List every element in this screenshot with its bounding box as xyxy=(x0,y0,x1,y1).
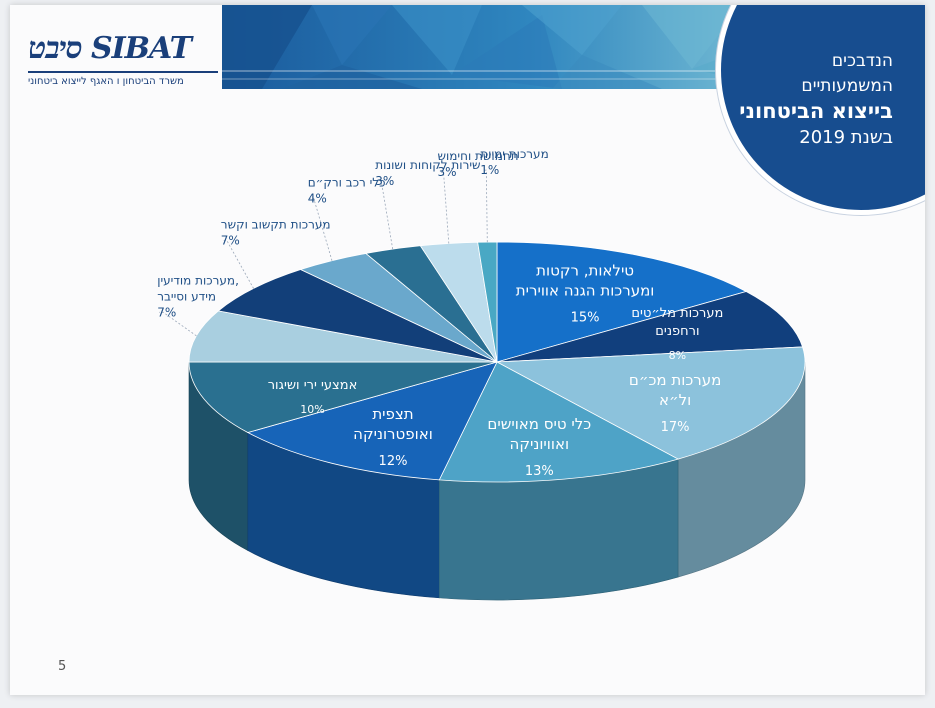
pie-slice-label-12: מערכות ימיות 1% xyxy=(480,147,548,177)
pie-slice-label-line: מערכות מכ״ם xyxy=(629,371,721,389)
pie-slice-label-line: מידע וסייבר xyxy=(157,289,216,303)
pie-slice-value-5: 12% xyxy=(379,454,408,469)
pie-slice-label-line: מערכות מל״טים xyxy=(631,306,723,321)
pie-slice-label-11: תחמושת וחימוש 3% xyxy=(438,149,519,179)
leader-line-10 xyxy=(377,180,394,250)
pie-slice-label-10: שירות לקוחות ושונות 3% xyxy=(375,158,480,188)
sibat-logo: סיבט SIBAT xyxy=(28,31,192,66)
pie-slice-label-line: אמצעי ירי ושיגור xyxy=(268,378,358,393)
pie-slice-label-line: מערכות ימיות xyxy=(480,147,548,161)
header-title-line-4: בשנת 2019 xyxy=(799,127,893,148)
pie-slice-7 xyxy=(188,310,498,363)
pie-slice-label-3: מערכות מכ״ם ול״א 17% xyxy=(629,371,721,435)
pie-slice-label-line: ואופטרוניקה xyxy=(353,425,433,443)
pie-slice-label-9: כלי רכב ורק״ם 4% xyxy=(308,175,386,205)
leader-line-7 xyxy=(159,311,197,337)
pie-slice-label-line: ואוויוניקה xyxy=(510,435,570,453)
pie-slice-value-1: 15% xyxy=(571,311,600,326)
logo-subtitle: משרד הביטחון ו האגף לייצוא ביטחוני xyxy=(28,76,184,87)
pie-slice-value-8: 7% xyxy=(221,234,240,248)
pie-slice-value-4: 13% xyxy=(525,464,554,479)
pie-slice-5 xyxy=(246,361,498,481)
pie-slice-label-1: טילאות, רקטות ומערכות הגנה אווירית 15% xyxy=(516,262,655,326)
leader-line-8 xyxy=(222,240,254,289)
pie-slice-1 xyxy=(496,241,748,363)
pie-slice-label-4: כלי טיס מאוישים ואוויוניקה 13% xyxy=(487,415,591,479)
pie-slice-label-line: מערכות תקשוב וקשר xyxy=(221,218,331,232)
pie-slice-label-line: מערכות מודיעין, xyxy=(157,273,239,287)
pie-slice-4 xyxy=(438,361,680,483)
pie-slice-label-line: ול״א xyxy=(659,391,691,409)
header-title-line-1: הנדבכים xyxy=(831,51,893,71)
header-banner xyxy=(222,5,782,89)
leader-line-9 xyxy=(309,197,333,261)
pie-slice-label-line: ומערכות הגנה אווירית xyxy=(516,282,655,300)
pie-slice-value-12: 1% xyxy=(480,163,499,177)
pie-slice-label-line: תחמושת וחימוש xyxy=(438,149,519,163)
header-title-line-2: המשמעותיים xyxy=(801,76,893,96)
pie-slice-label-line: טילאות, רקטות xyxy=(536,262,634,280)
pie-slice-value-6: 10% xyxy=(300,403,324,416)
pie-slice-label-7: מערכות מודיעין, מידע וסייבר 7% xyxy=(157,273,239,319)
pie-slice-6 xyxy=(188,361,498,433)
pie-slice-label-line: כלי רכב ורק״ם xyxy=(308,175,386,189)
pie-slice-value-10: 3% xyxy=(375,174,394,188)
pie-slice-label-line: תצפית xyxy=(372,405,413,423)
pie-slice-value-2: 8% xyxy=(669,349,686,362)
pie-slice-value-11: 3% xyxy=(438,165,457,179)
pie-slice-label-line: ורחפנים xyxy=(655,324,699,339)
pie-slice-3 xyxy=(495,346,806,460)
pie-slice-value-7: 7% xyxy=(157,305,176,319)
pie-slice-label-2: מערכות מל״טים ורחפנים 8% xyxy=(631,306,723,362)
pie-slice-label-8: מערכות תקשוב וקשר 7% xyxy=(221,218,331,248)
page-number: 5 xyxy=(58,659,67,674)
logo-divider xyxy=(28,71,218,73)
pie-slice-label-5: תצפית ואופטרוניקה 12% xyxy=(353,405,433,469)
leader-line-11 xyxy=(439,171,450,244)
header-title-line-3: בייצוא הביטחוני xyxy=(739,99,893,123)
pie-slice-value-3: 17% xyxy=(661,420,690,435)
pie-slice-label-line: כלי טיס מאוישים xyxy=(487,415,591,433)
pie-slice-label-6: אמצעי ירי ושיגור 10% xyxy=(268,378,358,416)
leader-line-12 xyxy=(482,169,488,243)
pie-slice-label-line: שירות לקוחות ושונות xyxy=(375,158,480,172)
pie-slice-2 xyxy=(496,291,804,363)
pie-slice-value-9: 4% xyxy=(308,191,327,205)
